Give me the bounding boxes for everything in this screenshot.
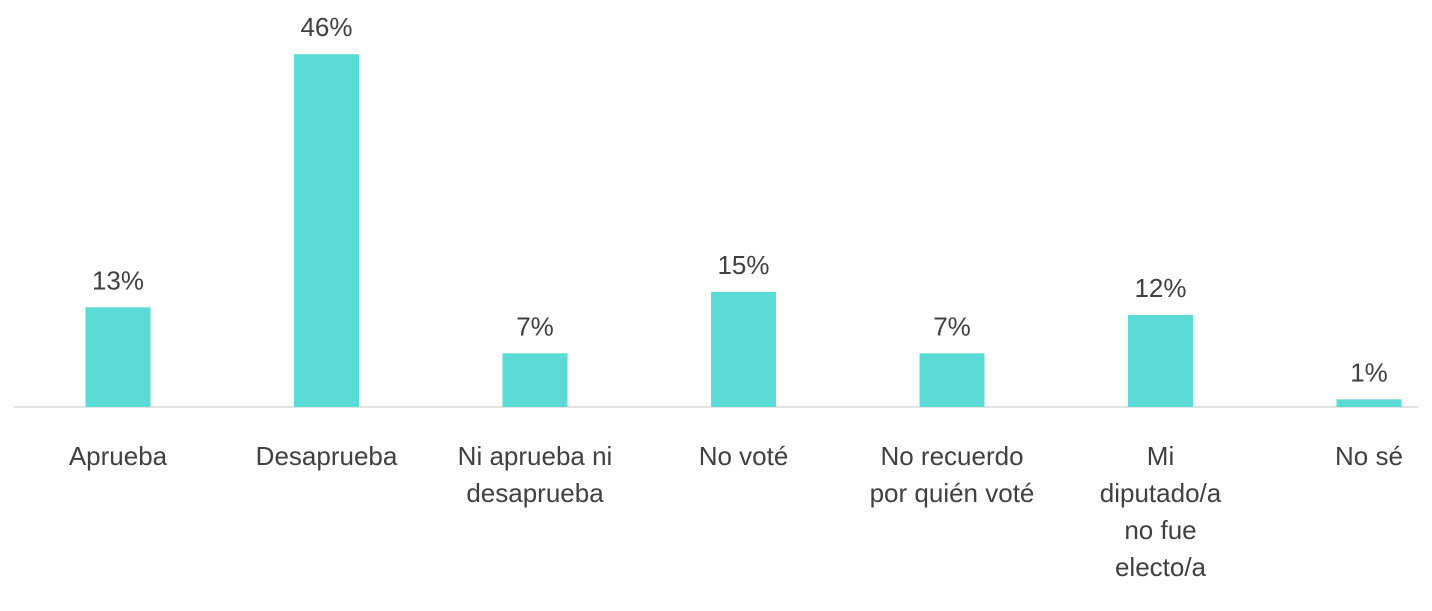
data-label: 7% [516,311,554,341]
bar [294,54,359,408]
data-label: 1% [1350,357,1388,387]
bar [919,353,985,407]
bar [85,307,151,407]
bar [1128,314,1193,407]
data-label: 12% [1134,273,1186,303]
x-tick-label: Desaprueba [255,441,398,471]
data-label: 15% [717,250,769,280]
bar [1336,399,1402,407]
data-label: 7% [933,311,971,341]
bar [502,353,568,407]
x-tick-label: Aprueba [68,441,168,471]
x-tick-label: No sé [1335,441,1403,471]
x-tick-label: No voté [698,441,789,471]
x-tick-label: Mi diputado/a no fue electo/a [1099,441,1222,582]
data-label: 46% [300,12,352,42]
x-tick-label: Ni aprueba ni desaprueba [457,441,613,508]
x-tick-label: No recuerdo por quién voté [869,441,1035,508]
bar [711,291,776,407]
data-label: 13% [92,265,144,295]
